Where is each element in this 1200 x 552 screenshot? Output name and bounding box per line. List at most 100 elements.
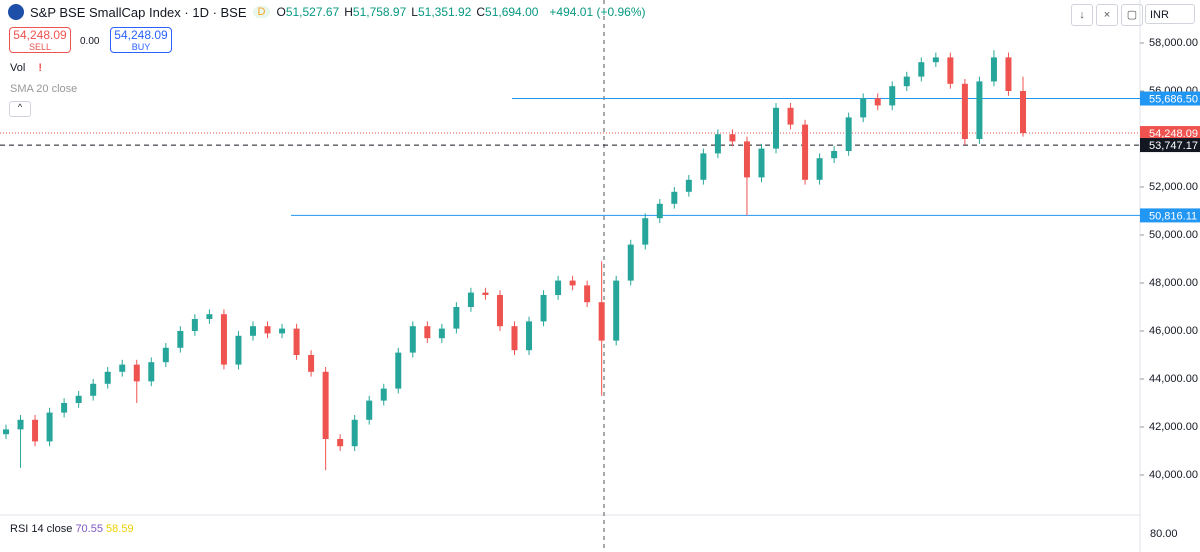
candle-body — [133, 364, 140, 382]
candle-body — [46, 412, 53, 442]
candle-body — [279, 328, 286, 334]
y-tick-label: 40,000.00 — [1149, 469, 1198, 481]
candle-body — [598, 302, 605, 341]
buy-button[interactable]: 54,248.09 BUY — [110, 27, 172, 53]
price-tag — [1140, 126, 1200, 141]
y-tick-label: 42,000.00 — [1149, 421, 1198, 433]
candle-body — [918, 62, 925, 77]
candle-body — [438, 328, 445, 339]
candle-body — [104, 371, 111, 384]
currency[interactable]: INR — [1145, 4, 1195, 24]
candle-body — [119, 364, 126, 372]
candle-body — [802, 124, 809, 180]
collapse-button[interactable]: ^ — [9, 101, 31, 117]
candle-body — [990, 57, 997, 82]
buy-label: BUY — [131, 42, 151, 52]
vol-warning: ! — [38, 62, 43, 74]
ohlc-values: O51,527.67 H51,758.97 L51,351.92 C51,694.00 — [276, 5, 543, 19]
price-tag — [1140, 91, 1200, 106]
candle-body — [308, 354, 315, 372]
candle-body — [526, 321, 533, 351]
vol-row: Vol ! — [10, 62, 42, 74]
sell-label: SELL — [28, 42, 52, 52]
vol-label: Vol — [10, 62, 26, 74]
candle-body — [947, 57, 954, 84]
y-tick-label: 44,000.00 — [1149, 373, 1198, 385]
candle-body — [685, 179, 692, 192]
candle-body — [714, 134, 721, 154]
candle-body — [976, 81, 983, 140]
badge: D — [252, 6, 271, 18]
candle-body — [61, 402, 68, 413]
candle-body — [845, 117, 852, 152]
buy-price: 54,248.09 — [114, 28, 168, 42]
candle-body — [453, 306, 460, 329]
ohlc-key: L — [411, 5, 418, 19]
price-tag-label: 50,816.11 — [1149, 210, 1197, 222]
candle-body — [831, 151, 838, 159]
candle-body — [220, 314, 227, 365]
candle-body — [482, 292, 489, 295]
price-tag-label: 53,747.17 — [1149, 140, 1198, 152]
candle-body — [496, 294, 503, 327]
candle-body — [627, 244, 634, 281]
y-tick-label: 48,000.00 — [1149, 277, 1198, 289]
y-tick-label: 58,000.00 — [1149, 37, 1198, 49]
ohlc-key: H — [344, 5, 353, 19]
candle-body — [860, 98, 867, 118]
candle-body — [395, 352, 402, 389]
candle-body — [642, 218, 649, 245]
candle-body — [32, 419, 39, 442]
symbol-logo — [8, 4, 24, 20]
candle-body — [787, 107, 794, 125]
candle-body — [3, 429, 9, 435]
candle-body — [671, 191, 678, 204]
y-tick-label: 46,000.00 — [1149, 325, 1198, 337]
change: +494.01 (+0.96%) — [549, 5, 646, 19]
candle-body — [191, 318, 198, 331]
ohlc-value: 51,351.92 — [417, 5, 472, 19]
candle-body — [177, 330, 184, 348]
symbol-title: S&P BSE SmallCap Index · 1D · BSE — [30, 4, 247, 20]
rsi-row: RSI 14 close 70.55 58.59 — [10, 523, 134, 535]
rsi-label: RSI 14 close — [10, 523, 73, 535]
candle-body — [235, 335, 242, 365]
candle-body — [816, 158, 823, 180]
candle-body — [293, 328, 300, 355]
candle-body — [17, 419, 24, 430]
candle-body — [540, 294, 547, 322]
candle-body — [249, 326, 256, 336]
candle-body — [874, 98, 881, 106]
ohlc-value: 51,758.97 — [352, 5, 407, 19]
candle-body — [424, 326, 431, 339]
ohlc-key: O — [276, 5, 286, 19]
candle-body — [656, 203, 663, 219]
spread: 0.00 — [80, 36, 100, 47]
down-button[interactable]: ↓ — [1071, 4, 1093, 26]
sell-price: 54,248.09 — [13, 28, 67, 42]
candle-body — [584, 285, 591, 303]
ohlc-value: 51,527.67 — [285, 5, 340, 19]
candle-body — [264, 326, 271, 334]
sma-label: SMA 20 close — [10, 83, 78, 95]
candle-body — [409, 326, 416, 353]
candle-body — [932, 57, 939, 63]
candle-body — [555, 280, 562, 295]
rsi-value-a: 70.55 — [75, 523, 103, 535]
collapse-pane[interactable]: × — [1096, 4, 1118, 26]
rsi-value-b: 58.59 — [106, 523, 134, 535]
candle-body — [467, 292, 474, 307]
candle-body — [90, 383, 97, 396]
price-tag — [1140, 138, 1200, 153]
restore-button[interactable]: ▢ — [1121, 4, 1143, 26]
sell-button[interactable]: 54,248.09 SELL — [9, 27, 71, 53]
candle-body — [337, 438, 344, 447]
candle-body — [148, 362, 155, 382]
rsi-level: 80.00 — [1150, 528, 1178, 540]
price-tag-label: 54,248.09 — [1149, 128, 1198, 140]
candle-body — [380, 388, 387, 401]
candle-body — [162, 347, 169, 363]
ohlc-key: C — [476, 5, 486, 19]
